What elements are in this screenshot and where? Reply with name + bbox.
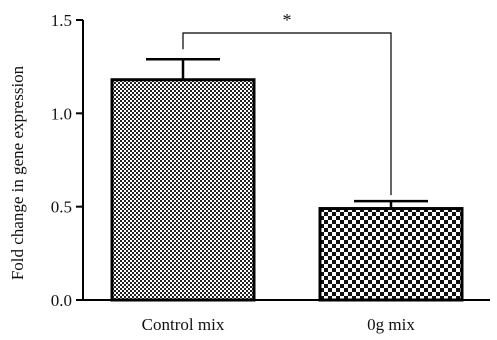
y-tick-label: 0.5 <box>51 198 72 217</box>
bar-0g-mix <box>318 207 464 302</box>
significance-bracket <box>182 32 392 196</box>
significance-marker: * <box>283 10 292 30</box>
x-category-label: 0g mix <box>367 315 415 334</box>
y-tick-label: 1.0 <box>51 104 72 123</box>
y-axis-label: Fold change in gene expression <box>8 65 27 280</box>
y-tick-label: 1.5 <box>51 11 72 30</box>
y-tick-label: 0.0 <box>51 291 72 310</box>
x-category-label: Control mix <box>142 315 225 334</box>
bar-control-mix <box>110 78 256 302</box>
